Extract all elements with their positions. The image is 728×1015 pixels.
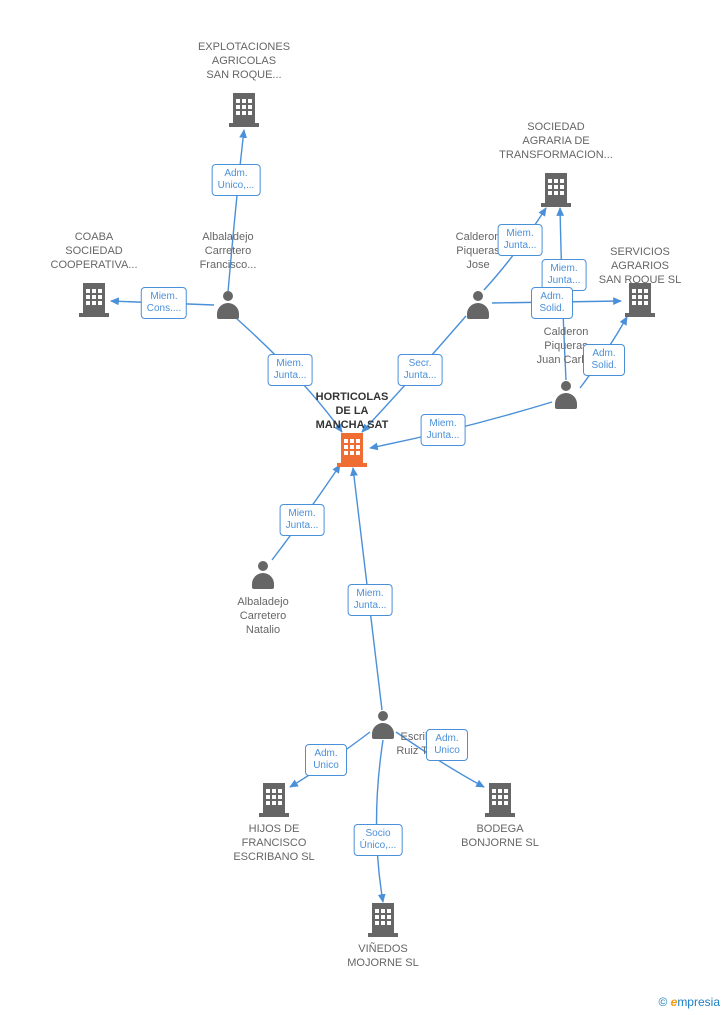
edge-label[interactable]: Miem. Junta... [421,414,466,446]
edge-label[interactable]: Miem. Junta... [348,584,393,616]
copyright: © empresia [658,995,720,1009]
edges-layer [0,0,728,1015]
edge-label[interactable]: Miem. Junta... [268,354,313,386]
node-label[interactable]: Albaladejo Carretero Francisco... [200,230,257,272]
edge-label[interactable]: Adm. Unico,... [212,164,261,196]
person-icon[interactable] [216,291,240,319]
edge-label[interactable]: Adm. Solid. [531,287,573,319]
node-label[interactable]: HIJOS DE FRANCISCO ESCRIBANO SL [233,822,314,864]
building-icon[interactable] [229,93,259,127]
node-label[interactable]: SOCIEDAD AGRARIA DE TRANSFORMACION... [499,120,613,162]
node-label[interactable]: COABA SOCIEDAD COOPERATIVA... [51,230,138,272]
building-icon[interactable] [79,283,109,317]
edge-label[interactable]: Miem. Junta... [498,224,543,256]
node-label[interactable]: Calderon Piqueras Jose [456,230,501,272]
edge [377,740,384,902]
person-icon[interactable] [466,291,490,319]
node-label[interactable]: EXPLOTACIONES AGRICOLAS SAN ROQUE... [198,40,290,82]
edge-label[interactable]: Socio Único,... [354,824,403,856]
building-icon[interactable] [485,783,515,817]
network-diagram: HORTICOLAS DE LA MANCHA SAT EXPLOTACIONES… [0,0,728,1015]
node-label[interactable]: SERVICIOS AGRARIOS SAN ROQUE SL [599,245,682,287]
node-label[interactable]: VIÑEDOS MOJORNE SL [347,942,419,970]
person-icon[interactable] [554,381,578,409]
edge-label[interactable]: Adm. Unico [426,729,468,761]
center-building-icon[interactable] [337,433,367,467]
building-icon[interactable] [259,783,289,817]
edge-label[interactable]: Miem. Cons.... [141,287,187,319]
building-icon[interactable] [368,903,398,937]
edge-label[interactable]: Secr. Junta... [398,354,443,386]
person-icon[interactable] [371,711,395,739]
node-label[interactable]: BODEGA BONJORNE SL [461,822,539,850]
building-icon[interactable] [625,283,655,317]
edge-label[interactable]: Miem. Junta... [280,504,325,536]
node-label[interactable]: HORTICOLAS DE LA MANCHA SAT [316,390,389,432]
building-icon[interactable] [541,173,571,207]
edge-label[interactable]: Adm. Solid. [583,344,625,376]
copyright-text: mpresia [677,995,720,1009]
edge-label[interactable]: Adm. Unico [305,744,347,776]
person-icon[interactable] [251,561,275,589]
node-label[interactable]: Albaladejo Carretero Natalio [237,595,288,637]
